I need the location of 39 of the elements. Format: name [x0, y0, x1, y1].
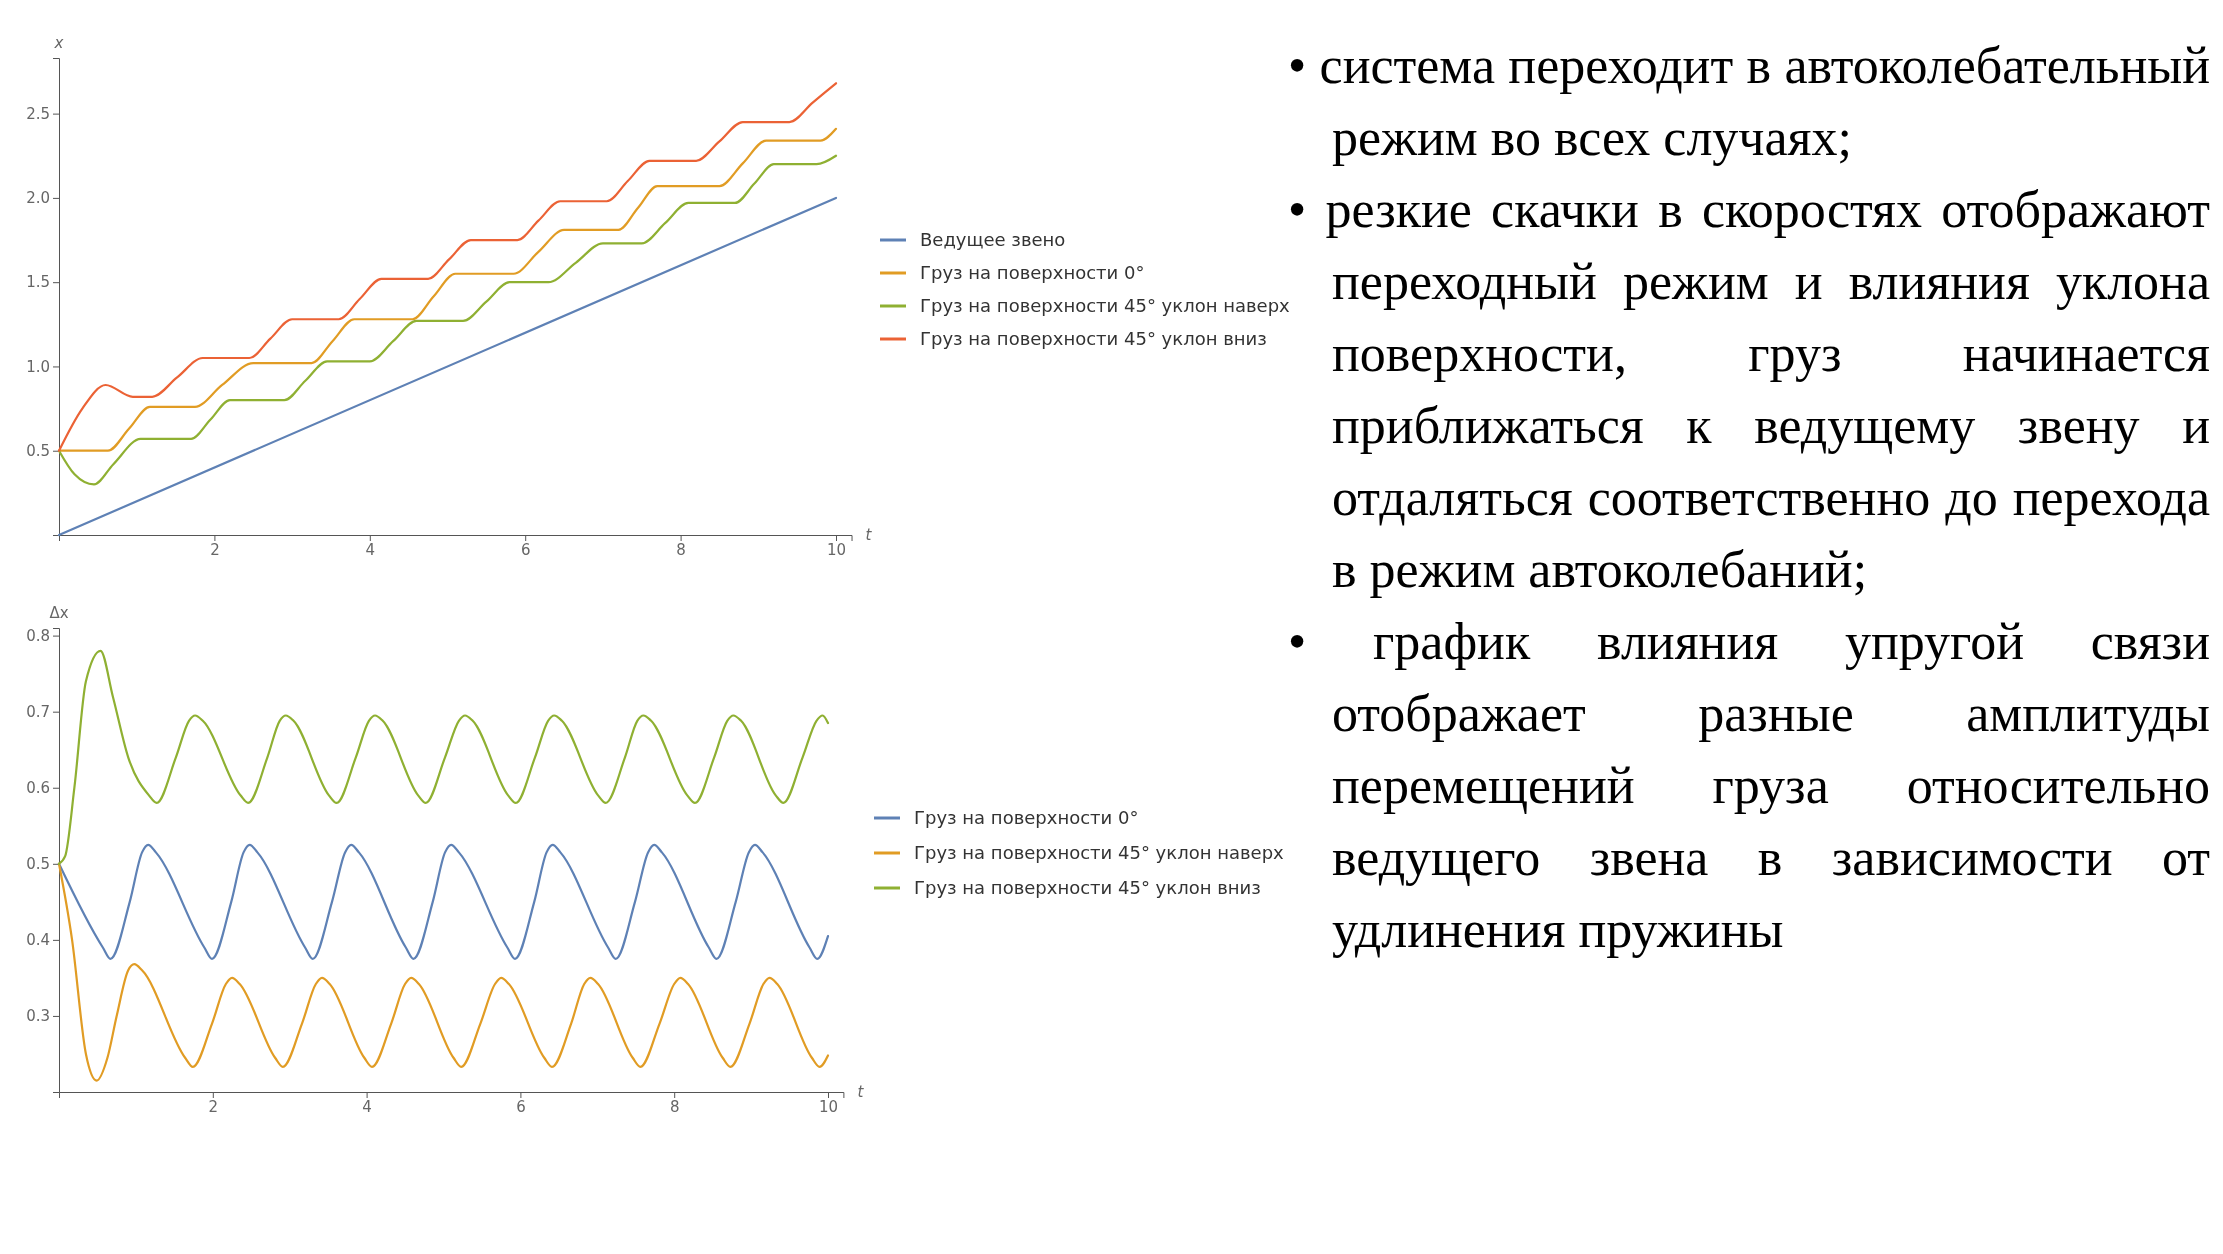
x-tick-label: 6 — [516, 1097, 526, 1116]
x-tick-label: 4 — [362, 1097, 372, 1116]
text: • резкие скачки в скоростях отображают переходный режим и влияния уклона поверхности, груз начинается приближаться к ведущему звену и отдаляться соответственно до перехода в режим автоколебаний; — [1288, 180, 2210, 600]
text: • система переходит в автоколебательный режим во всех случаях; — [1288, 36, 2210, 168]
line-series — [57, 862, 830, 1082]
y-axis-title: x — [53, 34, 64, 52]
x-tick-label: 10 — [826, 540, 847, 559]
x-tick-label: 2 — [208, 1097, 219, 1116]
x-tick-label: 8 — [669, 1097, 680, 1116]
legend-label: Груз на поверхности 45° уклон наверх — [920, 295, 1291, 316]
x-tick-label: 6 — [520, 540, 531, 559]
legend-label: Груз на поверхности 45° уклон вниз — [914, 877, 1261, 898]
x-tick-label: 4 — [365, 540, 376, 559]
y-tick-label: 0.7 — [26, 702, 50, 721]
legend-label: Груз на поверхности 0° — [920, 262, 1145, 283]
legend-label: Груз на поверхности 45° уклон наверх — [914, 842, 1285, 863]
legend-label: Ведущее звено — [920, 229, 1066, 250]
x-axis-title: t — [857, 1083, 865, 1101]
y-tick-label: 0.4 — [26, 931, 50, 950]
x-tick-label: 10 — [818, 1097, 839, 1116]
y-tick-label: 0.5 — [26, 442, 50, 461]
line-series — [57, 154, 838, 486]
legend-label: Груз на поверхности 45° уклон вниз — [920, 328, 1267, 349]
x-axis-title: t — [865, 526, 873, 544]
y-tick-label: 0.6 — [26, 779, 50, 798]
y-tick-label: 1.5 — [26, 273, 50, 292]
legend-label: Груз на поверхности 0° — [914, 807, 1139, 828]
y-tick-label: 1.0 — [26, 357, 50, 376]
y-tick-label: 0.3 — [26, 1007, 50, 1026]
y-tick-label: 0.8 — [26, 626, 50, 645]
y-axis-title: Δx — [49, 604, 69, 622]
y-tick-label: 0.5 — [26, 855, 50, 874]
x-tick-label: 2 — [210, 540, 220, 559]
x-tick-label: 8 — [676, 540, 686, 559]
y-tick-label: 2.0 — [26, 189, 50, 208]
line-series — [57, 649, 830, 865]
text: • график влияния упругой связи отображает разные амплитуды перемещений груза относительно ведущего звена в зависимости от удлинения пружины — [1288, 612, 2210, 960]
line-series — [57, 843, 830, 960]
y-tick-label: 2.5 — [26, 104, 50, 123]
